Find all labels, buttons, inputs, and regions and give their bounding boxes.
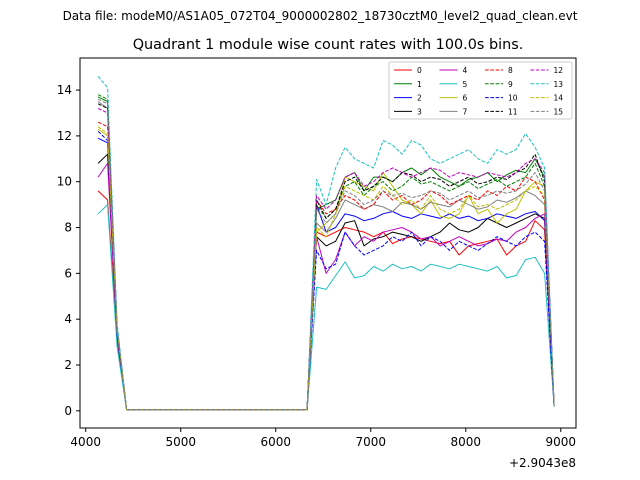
legend-label-4: 4 <box>463 66 468 75</box>
series-line-13 <box>97 75 555 411</box>
y-tick-label: 2 <box>64 358 72 372</box>
y-tick-label: 14 <box>57 83 72 97</box>
legend-box <box>388 61 573 120</box>
chart-title: Quadrant 1 module wise count rates with … <box>133 37 524 53</box>
series-line-11 <box>97 103 555 411</box>
legend-label-11: 11 <box>508 107 518 116</box>
x-tick-label: 6000 <box>260 435 291 449</box>
legend-label-7: 7 <box>463 107 468 116</box>
series-line-1 <box>97 96 555 411</box>
x-tick-label: 9000 <box>546 435 577 449</box>
y-tick-label: 0 <box>64 404 72 418</box>
series-line-2 <box>97 137 555 411</box>
x-tick-label: 4000 <box>70 435 101 449</box>
legend-label-1: 1 <box>417 80 422 89</box>
series-line-3 <box>97 153 555 411</box>
x-offset-label: +2.9043e8 <box>509 456 576 470</box>
legend-label-15: 15 <box>554 107 564 116</box>
series-layer <box>97 75 555 411</box>
legend-label-0: 0 <box>417 66 422 75</box>
series-line-6 <box>97 128 555 411</box>
legend-label-10: 10 <box>508 94 518 103</box>
x-tick-label: 7000 <box>355 435 386 449</box>
y-tick-label: 4 <box>64 312 72 326</box>
y-tick-label: 6 <box>64 266 72 280</box>
y-tick-label: 10 <box>57 175 72 189</box>
legend-label-5: 5 <box>463 80 468 89</box>
y-tick-label: 12 <box>57 129 72 143</box>
series-line-8 <box>97 121 555 411</box>
series-line-14 <box>97 126 555 411</box>
legend-label-14: 14 <box>554 94 564 103</box>
legend-label-3: 3 <box>417 107 422 116</box>
legend-label-12: 12 <box>554 66 564 75</box>
x-tick-label: 5000 <box>165 435 196 449</box>
series-line-9 <box>97 94 555 411</box>
legend-label-2: 2 <box>417 94 422 103</box>
legend-label-13: 13 <box>554 80 564 89</box>
x-tick-label: 8000 <box>451 435 482 449</box>
series-line-12 <box>97 107 555 411</box>
series-line-0 <box>97 190 555 411</box>
legend-label-8: 8 <box>508 66 513 75</box>
legend-label-9: 9 <box>508 80 513 89</box>
series-line-7 <box>97 101 555 411</box>
y-tick-label: 8 <box>64 221 72 235</box>
series-line-5 <box>97 204 555 411</box>
series-line-4 <box>97 162 555 411</box>
chart-suptitle: Data file: modeM0/AS1A05_072T04_90000028… <box>63 9 578 23</box>
series-line-15 <box>97 98 555 411</box>
legend-label-6: 6 <box>463 94 468 103</box>
plot-frame <box>79 57 577 429</box>
